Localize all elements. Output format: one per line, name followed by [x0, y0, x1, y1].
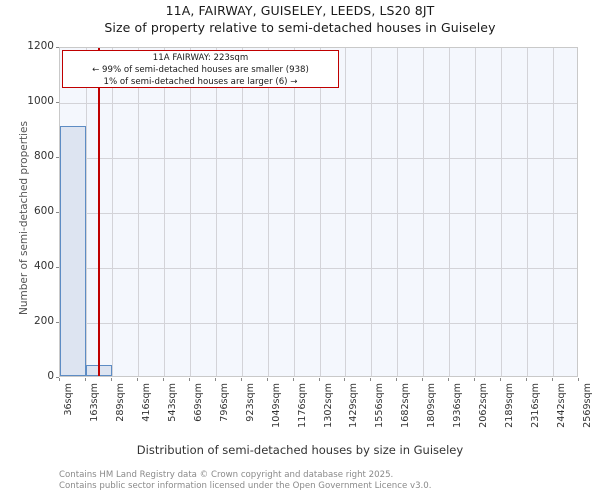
x-axis-tick-label: 1302sqm: [322, 383, 334, 428]
x-axis-tick-label: 1429sqm: [348, 383, 360, 428]
x-axis-tick-mark: [136, 378, 138, 381]
x-axis-tick-label: 796sqm: [218, 383, 230, 422]
gridline-horizontal: [60, 323, 577, 324]
x-axis-tick-label: 2442sqm: [556, 383, 568, 428]
x-axis-tick-mark: [448, 378, 450, 381]
gridline-vertical: [319, 48, 321, 376]
x-axis-tick-label: 163sqm: [88, 383, 100, 422]
annotation-line-2: ← 99% of semi-detached houses are smalle…: [92, 65, 309, 75]
gridline-vertical: [423, 48, 425, 376]
gridline-vertical: [345, 48, 347, 376]
gridline-vertical: [215, 48, 217, 376]
gridline-vertical: [527, 48, 529, 376]
gridline-vertical: [85, 48, 87, 376]
x-axis-tick-mark: [422, 378, 424, 381]
gridline-vertical: [189, 48, 191, 376]
x-axis-tick-label: 2316sqm: [530, 383, 542, 428]
x-axis-tick-mark: [84, 378, 86, 381]
gridline-vertical: [475, 48, 477, 376]
x-axis-tick-mark: [240, 378, 242, 381]
x-axis-tick-label: 543sqm: [166, 383, 178, 422]
x-axis-tick-mark: [526, 378, 528, 381]
x-axis-tick-label: 1809sqm: [426, 383, 438, 428]
x-axis-tick-label: 2189sqm: [504, 383, 516, 428]
y-axis-tick-mark: [56, 102, 59, 103]
x-axis-tick-label: 1936sqm: [452, 383, 464, 428]
x-axis-tick-label: 1049sqm: [270, 383, 282, 428]
y-axis-tick-label: 600: [33, 205, 54, 217]
y-axis-tick-mark: [56, 212, 59, 213]
x-axis-tick-mark: [344, 378, 346, 381]
x-axis-tick-mark: [110, 378, 112, 381]
property-size-marker-line: [98, 48, 100, 376]
x-axis-tick-label: 669sqm: [192, 383, 204, 422]
gridline-horizontal: [60, 213, 577, 214]
chart-subtitle: Size of property relative to semi-detach…: [104, 20, 496, 35]
x-axis-tick-mark: [318, 378, 320, 381]
y-axis-tick-mark: [56, 267, 59, 268]
plot-area: [59, 47, 578, 377]
x-axis-tick-label: 289sqm: [114, 383, 126, 422]
x-axis-tick-label: 1682sqm: [400, 383, 412, 428]
gridline-horizontal: [60, 158, 577, 159]
histogram-bar: [60, 126, 86, 376]
x-axis-tick-label: 2569sqm: [582, 383, 593, 428]
annotation-line-3: 1% of semi-detached houses are larger (6…: [103, 77, 298, 87]
y-axis-tick-mark: [56, 157, 59, 158]
y-axis-tick-mark: [56, 377, 59, 378]
x-axis-tick-mark: [552, 378, 554, 381]
gridline-vertical: [371, 48, 373, 376]
footer-line-1: Contains HM Land Registry data © Crown c…: [59, 470, 394, 480]
attribution-footer: Contains HM Land Registry data © Crown c…: [59, 470, 579, 492]
y-axis-tick-label: 400: [33, 260, 54, 272]
gridline-vertical: [267, 48, 269, 376]
gridline-vertical: [163, 48, 165, 376]
footer-line-2: Contains public sector information licen…: [59, 481, 432, 491]
x-axis-tick-mark: [162, 378, 164, 381]
gridline-vertical: [449, 48, 451, 376]
gridline-vertical: [137, 48, 139, 376]
annotation-line-1: 11A FAIRWAY: 223sqm: [152, 53, 249, 63]
chart-title: 11A, FAIRWAY, GUISELEY, LEEDS, LS20 8JT: [165, 3, 435, 18]
x-axis-tick-label: 2062sqm: [478, 383, 490, 428]
y-axis-tick-label: 0: [47, 370, 54, 382]
x-axis-tick-label: 416sqm: [140, 383, 152, 422]
x-axis-tick-mark: [214, 378, 216, 381]
gridline-horizontal: [60, 103, 577, 104]
y-axis-tick-mark: [56, 322, 59, 323]
x-axis-title: Distribution of semi-detached houses by …: [136, 443, 464, 457]
x-axis-tick-label: 36sqm: [63, 383, 74, 416]
gridline-vertical: [397, 48, 399, 376]
gridline-vertical: [501, 48, 503, 376]
x-axis-tick-mark: [188, 378, 190, 381]
x-axis-tick-mark: [500, 378, 502, 381]
x-axis-tick-mark: [396, 378, 398, 381]
x-axis-tick-mark: [266, 378, 268, 381]
x-axis-tick-mark: [370, 378, 372, 381]
gridline-vertical: [553, 48, 555, 376]
y-axis-tick-mark: [56, 47, 59, 48]
x-axis-tick-mark: [292, 378, 294, 381]
x-axis-tick-label: 1556sqm: [374, 383, 386, 428]
x-axis-tick-mark: [59, 378, 60, 381]
x-axis-tick-label: 923sqm: [244, 383, 256, 422]
y-axis-title: Number of semi-detached properties: [18, 121, 30, 315]
gridline-vertical: [293, 48, 295, 376]
gridline-vertical: [111, 48, 113, 376]
x-axis-tick-label: 1176sqm: [296, 383, 308, 428]
y-axis-tick-label: 1000: [27, 95, 54, 107]
property-annotation-box: 11A FAIRWAY: 223sqm ← 99% of semi-detach…: [62, 50, 339, 88]
y-axis-tick-label: 800: [33, 150, 54, 162]
y-axis-tick-label: 200: [33, 315, 54, 327]
gridline-vertical: [241, 48, 243, 376]
gridline-horizontal: [60, 268, 577, 269]
x-axis-tick-mark: [474, 378, 476, 381]
x-axis-tick-mark: [578, 378, 579, 381]
y-axis-tick-label: 1200: [27, 40, 54, 52]
